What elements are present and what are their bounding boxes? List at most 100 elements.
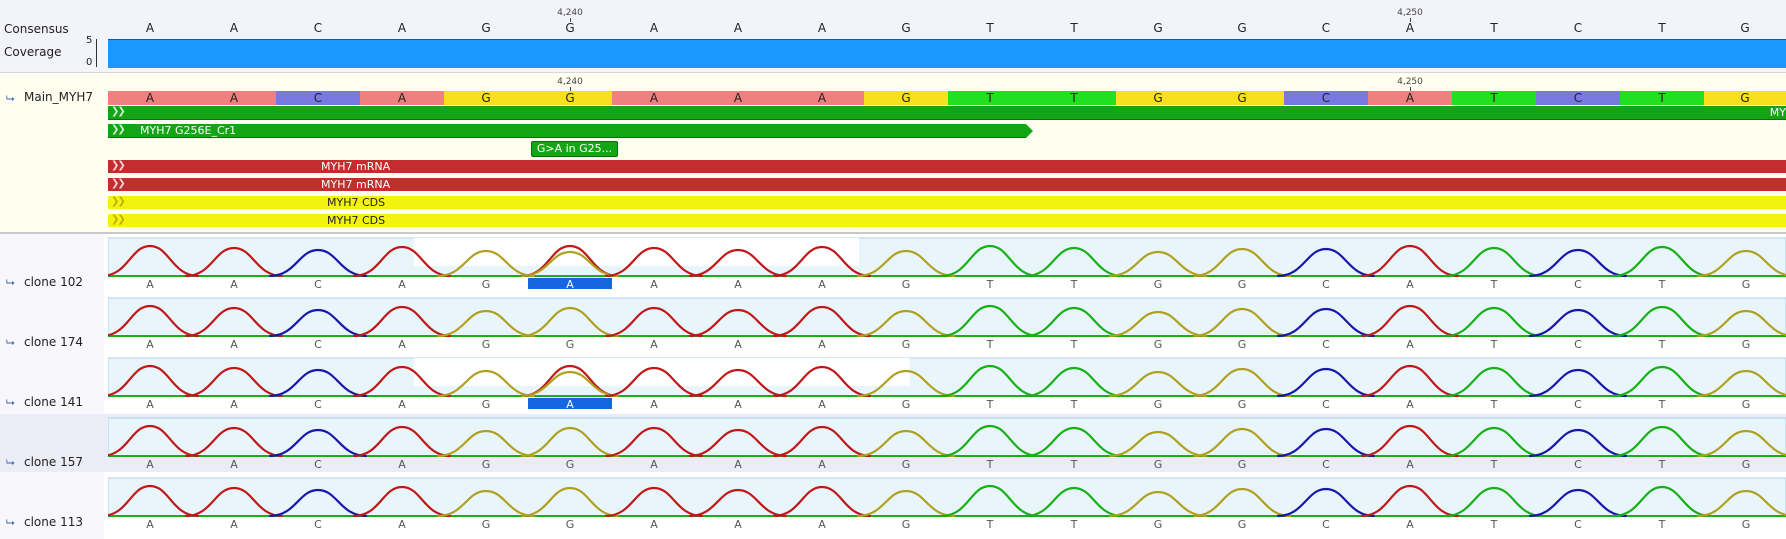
base-A[interactable]: A [612, 91, 696, 105]
clone-label[interactable]: clone 102 [24, 275, 83, 289]
base-call[interactable]: C [1574, 518, 1582, 531]
base-call[interactable]: A [146, 458, 154, 471]
base-G[interactable]: G [444, 91, 528, 105]
base-call[interactable]: C [1322, 338, 1330, 351]
track-arrow-icon[interactable]: ⮡ [6, 516, 15, 529]
base-A[interactable]: A [1368, 91, 1452, 105]
base-call[interactable]: A [1406, 518, 1414, 531]
base-call[interactable]: T [1070, 338, 1078, 351]
clone-label[interactable]: clone 174 [24, 335, 83, 349]
base-call[interactable]: G [1238, 278, 1247, 291]
base-call[interactable]: T [1658, 338, 1666, 351]
base-A[interactable]: A [649, 21, 659, 35]
base-call[interactable]: G [1238, 398, 1247, 411]
base-call[interactable]: A [734, 458, 742, 471]
base-A[interactable]: A [817, 21, 827, 35]
base-call[interactable]: G [1154, 398, 1163, 411]
base-A[interactable]: A [1405, 21, 1415, 35]
base-call[interactable]: T [1658, 278, 1666, 291]
base-call[interactable]: A [230, 518, 238, 531]
variant-highlight[interactable] [528, 398, 612, 409]
annotation-bar[interactable]: ❯❯ MYH7 G256E_Cr1 [108, 124, 1026, 138]
base-call[interactable]: A [650, 278, 658, 291]
base-G[interactable]: G [1704, 91, 1786, 105]
base-T[interactable]: T [986, 21, 994, 35]
base-call[interactable]: T [1490, 278, 1498, 291]
base-call[interactable]: A [818, 518, 826, 531]
base-call[interactable]: A [230, 398, 238, 411]
base-call[interactable]: G [482, 278, 491, 291]
base-call[interactable]: C [1574, 458, 1582, 471]
base-call[interactable]: G [566, 338, 575, 351]
base-call[interactable]: C [1322, 398, 1330, 411]
base-call[interactable]: A [1406, 278, 1414, 291]
base-call[interactable]: T [986, 518, 994, 531]
base-call[interactable]: G [1742, 398, 1751, 411]
base-call[interactable]: A [818, 458, 826, 471]
base-call[interactable]: C [1322, 458, 1330, 471]
base-call[interactable]: C [314, 278, 322, 291]
base-call[interactable]: G [482, 338, 491, 351]
base-call[interactable]: T [1490, 398, 1498, 411]
base-call[interactable]: A [146, 278, 154, 291]
base-G[interactable]: G [1200, 91, 1284, 105]
base-call[interactable]: T [1658, 458, 1666, 471]
base-call[interactable]: A [734, 278, 742, 291]
base-call[interactable]: C [314, 518, 322, 531]
base-call[interactable]: A [650, 338, 658, 351]
base-call[interactable]: G [902, 458, 911, 471]
base-call[interactable]: C [1322, 278, 1330, 291]
annotation-bar[interactable]: ❯❯ MYH7 mRNA [108, 178, 1786, 191]
base-T[interactable]: T [1032, 91, 1116, 105]
base-call[interactable]: G [482, 518, 491, 531]
base-A[interactable]: A [108, 91, 192, 105]
base-call[interactable]: T [1070, 278, 1078, 291]
track-arrow-icon[interactable]: ⮡ [6, 396, 15, 409]
base-A[interactable]: A [780, 91, 864, 105]
base-G[interactable]: G [481, 21, 491, 35]
base-call[interactable]: T [986, 458, 994, 471]
base-A[interactable]: A [733, 21, 743, 35]
base-call[interactable]: A [146, 338, 154, 351]
base-G[interactable]: G [864, 91, 948, 105]
base-call[interactable]: T [1490, 338, 1498, 351]
base-T[interactable]: T [1452, 91, 1536, 105]
variant-highlight[interactable] [528, 278, 612, 289]
base-call[interactable]: A [1406, 398, 1414, 411]
base-call[interactable]: G [566, 518, 575, 531]
base-call[interactable]: A [146, 398, 154, 411]
base-A[interactable]: A [145, 21, 155, 35]
base-T[interactable]: T [1620, 91, 1704, 105]
annotation-bar[interactable]: ❯❯ MYH7 CDS [108, 214, 1786, 227]
base-G[interactable]: G [901, 21, 911, 35]
base-call[interactable]: T [1658, 398, 1666, 411]
base-C[interactable]: C [1573, 21, 1583, 35]
track-arrow-icon[interactable]: ⮡ [6, 336, 15, 349]
base-call[interactable]: T [1070, 518, 1078, 531]
base-call[interactable]: C [1574, 398, 1582, 411]
base-A[interactable]: A [192, 91, 276, 105]
base-call[interactable]: A [566, 398, 574, 411]
base-call[interactable]: A [818, 278, 826, 291]
base-C[interactable]: C [313, 21, 323, 35]
base-call[interactable]: A [230, 278, 238, 291]
base-call[interactable]: A [1406, 458, 1414, 471]
base-call[interactable]: C [314, 398, 322, 411]
base-call[interactable]: A [566, 278, 574, 291]
base-call[interactable]: G [1238, 458, 1247, 471]
base-call[interactable]: G [902, 518, 911, 531]
base-G[interactable]: G [528, 91, 612, 105]
base-call[interactable]: G [1238, 338, 1247, 351]
base-call[interactable]: A [398, 518, 406, 531]
coverage-bar[interactable] [108, 39, 1786, 68]
annotation-bar[interactable]: ❯❯ MYH7 mRNA [108, 160, 1786, 173]
base-call[interactable]: A [146, 518, 154, 531]
base-call[interactable]: A [230, 338, 238, 351]
base-C[interactable]: C [1284, 91, 1368, 105]
base-call[interactable]: G [1238, 518, 1247, 531]
base-call[interactable]: G [902, 398, 911, 411]
track-arrow-icon[interactable]: ⮡ [6, 276, 15, 289]
